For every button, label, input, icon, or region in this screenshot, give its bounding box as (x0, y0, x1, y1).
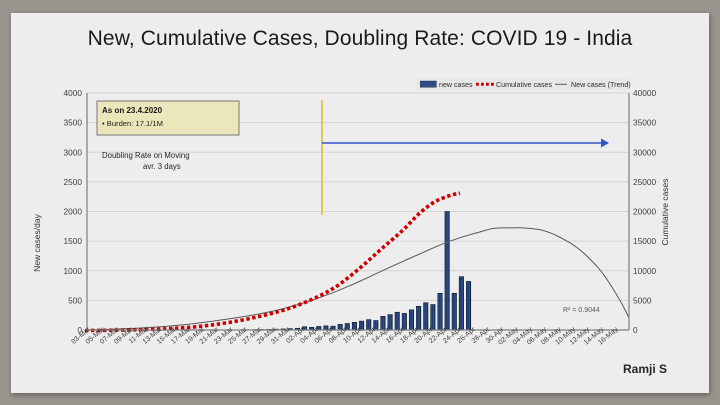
svg-text:1500: 1500 (64, 236, 83, 246)
svg-text:1000: 1000 (64, 266, 83, 276)
svg-text:Doubling Rate on Moving: Doubling Rate on Moving (102, 151, 190, 160)
svg-text:500: 500 (68, 295, 82, 305)
svg-text:2000: 2000 (64, 207, 83, 217)
svg-text:Cumulative cases: Cumulative cases (660, 178, 670, 245)
svg-text:4000: 4000 (64, 88, 83, 98)
svg-text:avr. 3 days: avr. 3 days (143, 162, 181, 171)
svg-text:New cases/day: New cases/day (32, 213, 42, 271)
svg-text:New cases (Trend): New cases (Trend) (571, 81, 631, 89)
svg-text:35000: 35000 (633, 118, 656, 128)
svg-text:20000: 20000 (633, 207, 656, 217)
svg-text:5000: 5000 (633, 295, 652, 305)
svg-text:new cases: new cases (439, 81, 473, 89)
svg-text:3500: 3500 (64, 118, 83, 128)
svg-text:30000: 30000 (633, 147, 656, 157)
svg-text:40000: 40000 (633, 88, 656, 98)
svg-text:Cumulative cases: Cumulative cases (496, 81, 552, 89)
svg-text:25000: 25000 (633, 177, 656, 187)
svg-text:0: 0 (633, 325, 638, 335)
svg-text:3000: 3000 (64, 147, 83, 157)
svg-text:2500: 2500 (64, 177, 83, 187)
svg-text:• Burden: 17.1/1M: • Burden: 17.1/1M (102, 119, 163, 128)
svg-text:10000: 10000 (633, 266, 656, 276)
svg-text:As on 23.4.2020: As on 23.4.2020 (102, 106, 163, 115)
svg-text:R² = 0.9044: R² = 0.9044 (563, 307, 600, 314)
svg-text:15000: 15000 (633, 236, 656, 246)
